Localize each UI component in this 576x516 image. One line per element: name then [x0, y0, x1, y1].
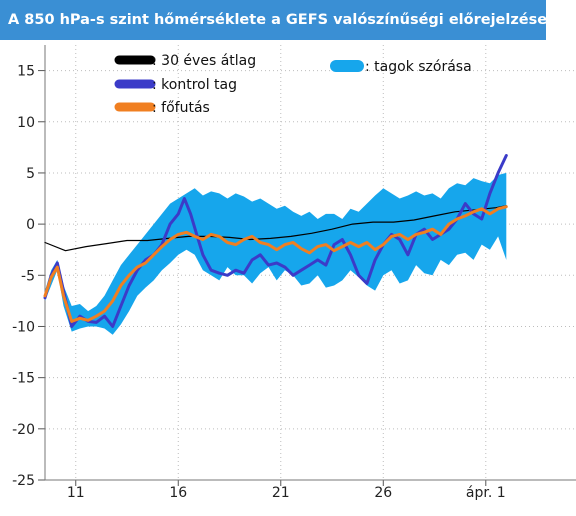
y-tick-label: 5: [26, 166, 35, 182]
x-tick-label: 16: [169, 485, 187, 501]
legend-label: : főfutás: [152, 100, 210, 116]
x-tick-label: 11: [67, 485, 85, 501]
axes: 15 10 5 0 -5 -10 -15 -20 -25 11 16 21 26 ápr. 1: [12, 45, 576, 501]
legend-label: : tagok szórása: [365, 59, 472, 75]
spread-area: [45, 172, 507, 335]
series-lines: [43, 154, 508, 328]
legend-label: : 30 éves átlag: [152, 53, 256, 69]
legend-item-avg: : 30 éves átlag: [114, 53, 256, 69]
x-tick-label: 26: [374, 485, 392, 501]
avg-line: [44, 205, 507, 252]
y-tick-label: 10: [17, 115, 35, 131]
legend-item-spread: : tagok szórása: [330, 59, 472, 75]
legend: : 30 éves átlag : kontrol tag : főfutás : t…: [114, 53, 472, 116]
y-tick-label: -15: [12, 371, 35, 387]
y-tick-label: 0: [26, 217, 35, 233]
legend-label: : kontrol tag: [152, 77, 237, 93]
x-tick-label: 21: [272, 485, 290, 501]
y-tick-label: -25: [12, 473, 35, 489]
y-tick-label: -5: [21, 268, 35, 284]
y-tick-label: -10: [12, 319, 35, 335]
y-tick-label: 15: [17, 64, 35, 80]
y-tick-label: -20: [12, 422, 35, 438]
chart-title: A 850 hPa-s szint hőmérséklete a GEFS va…: [0, 0, 546, 40]
legend-swatch: [330, 60, 364, 72]
x-tick-label: ápr. 1: [466, 485, 506, 501]
main-run-line: [43, 205, 508, 323]
legend-item-main: : főfutás: [114, 100, 210, 116]
spread-area-layer: [45, 172, 507, 335]
legend-item-ctrl: : kontrol tag: [114, 77, 237, 93]
